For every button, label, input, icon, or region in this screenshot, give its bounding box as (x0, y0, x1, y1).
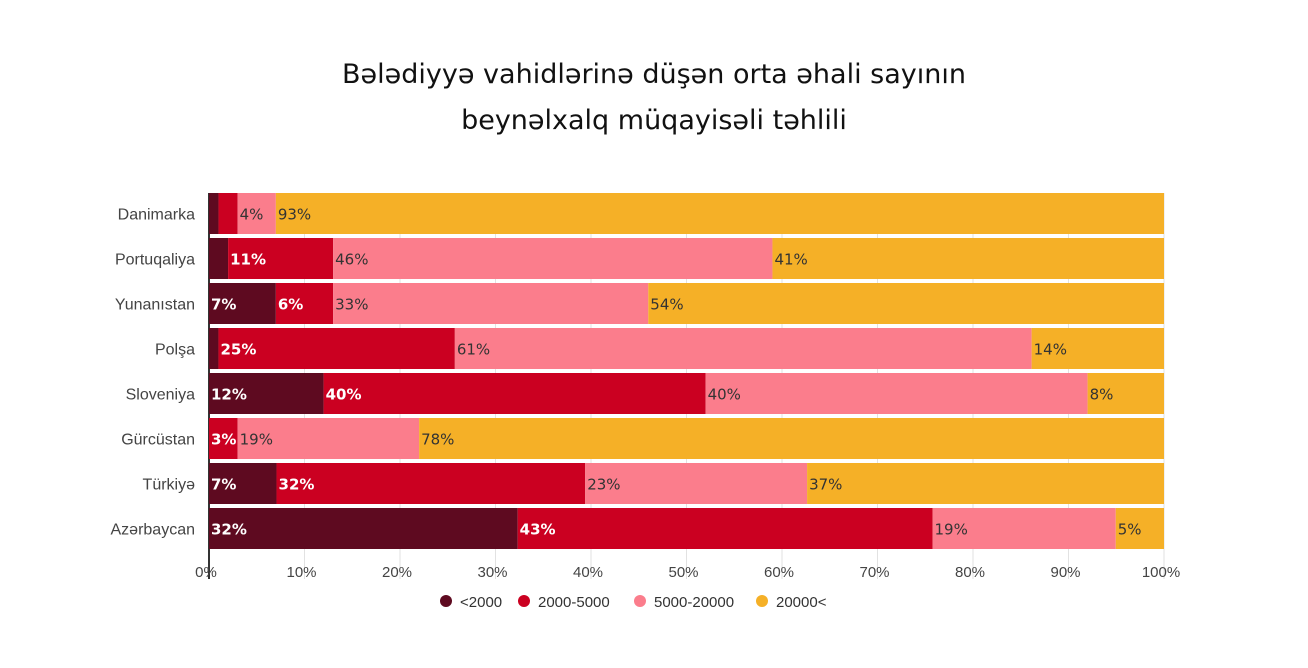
data-label: 6% (278, 296, 303, 314)
bar-segment (333, 238, 773, 279)
category-label: Polşa (155, 342, 195, 359)
data-label: 8% (1090, 386, 1114, 404)
bar-segment (209, 283, 276, 324)
bar-segment (1115, 508, 1164, 549)
data-label: 46% (335, 251, 368, 269)
bar-segment (237, 418, 420, 459)
chart-title-line1: Bələdiyyə vahidlərinə düşən orta əhali s… (342, 59, 966, 90)
x-tick-label: 60% (764, 564, 794, 581)
legend-marker (634, 595, 646, 607)
x-tick-label: 40% (573, 564, 603, 581)
bar-segment (419, 418, 1165, 459)
legend-label: <2000 (460, 594, 502, 611)
data-label: 4% (240, 206, 264, 224)
x-tick-label: 100% (1142, 564, 1180, 581)
bar-segment (228, 238, 334, 279)
data-label: 23% (587, 476, 620, 494)
data-label: 19% (934, 521, 967, 539)
bar-segment (209, 328, 219, 369)
data-label: 40% (326, 386, 362, 404)
category-labels: Danimarka Portuqaliya Yunanıstan Polşa Slove… (111, 207, 196, 539)
bar-segment (323, 373, 706, 414)
bar-segment (218, 328, 455, 369)
data-label: 41% (774, 251, 807, 269)
bar-segment (275, 283, 334, 324)
bar-segment (333, 283, 649, 324)
chart-title: Bələdiyyə vahidlərinə düşən orta əhali s… (0, 52, 1308, 144)
x-tick-label: 10% (286, 564, 316, 581)
category-label: Sloveniya (126, 387, 195, 404)
bar-segment (237, 193, 276, 234)
data-label: 7% (211, 296, 236, 314)
bar-segment (932, 508, 1116, 549)
category-label: Portuqaliya (115, 252, 195, 269)
bar-segment (218, 193, 238, 234)
x-tick-label: 70% (859, 564, 889, 581)
legend-label: 20000< (776, 594, 827, 611)
data-label: 32% (279, 476, 315, 494)
data-label: 14% (1034, 341, 1067, 359)
category-label: Danimarka (118, 207, 195, 224)
data-label: 25% (220, 341, 256, 359)
data-label: 61% (457, 341, 490, 359)
category-label: Azərbaycan (111, 522, 196, 539)
data-label: 7% (211, 476, 236, 494)
data-label: 19% (240, 431, 273, 449)
bar-segment (705, 373, 1088, 414)
data-label: 11% (230, 251, 266, 269)
data-label: 33% (335, 296, 368, 314)
bar-segment (807, 463, 1164, 504)
bars: 4% 93% 11% 46% 41% 7% 6% 33% 54% 25% 61% 14% 12% 40% 4… (209, 193, 1165, 549)
legend-marker (440, 595, 452, 607)
data-label: 40% (708, 386, 741, 404)
x-tick-label: 20% (382, 564, 412, 581)
legend-label: 2000-5000 (538, 594, 610, 611)
legend-marker (518, 595, 530, 607)
data-label: 5% (1118, 521, 1142, 539)
data-label: 12% (211, 386, 247, 404)
bar-segment (275, 193, 1165, 234)
bar-segment (517, 508, 933, 549)
bar-segment (648, 283, 1164, 324)
bar-segment (772, 238, 1164, 279)
x-tick-label: 80% (955, 564, 985, 581)
x-tick-label: 30% (477, 564, 507, 581)
data-label: 32% (211, 521, 247, 539)
x-tick-label: 0% (195, 564, 217, 581)
bar-segment (209, 193, 219, 234)
data-label: 93% (278, 206, 311, 224)
bar-segment (209, 508, 518, 549)
data-label: 43% (520, 521, 556, 539)
x-tick-label: 50% (668, 564, 698, 581)
data-label: 37% (809, 476, 842, 494)
legend-marker (756, 595, 768, 607)
x-tick-label: 90% (1050, 564, 1080, 581)
bar-segment (276, 463, 586, 504)
bar-segment (1087, 373, 1164, 414)
legend: <2000 2000-5000 5000-20000 20000< (440, 594, 827, 611)
bar-segment (1031, 328, 1164, 369)
chart-title-line2: beynəlxalq müqayisəli təhlili (461, 105, 847, 136)
bar-segment (209, 373, 324, 414)
data-label: 3% (211, 431, 236, 449)
x-tick-labels: 0% 10% 20% 30% 40% 50% 60% 70% 80% 90% 100% (195, 564, 1180, 581)
bar-segment (209, 238, 229, 279)
bar-segment (209, 463, 277, 504)
data-label: 54% (650, 296, 683, 314)
bar-segment (209, 418, 238, 459)
data-label: 78% (421, 431, 454, 449)
category-label: Türkiyə (143, 477, 196, 494)
legend-label: 5000-20000 (654, 594, 734, 611)
category-label: Yunanıstan (115, 297, 195, 314)
category-label: Gürcüstan (121, 432, 195, 449)
bar-segment (585, 463, 808, 504)
bar-segment (454, 328, 1032, 369)
